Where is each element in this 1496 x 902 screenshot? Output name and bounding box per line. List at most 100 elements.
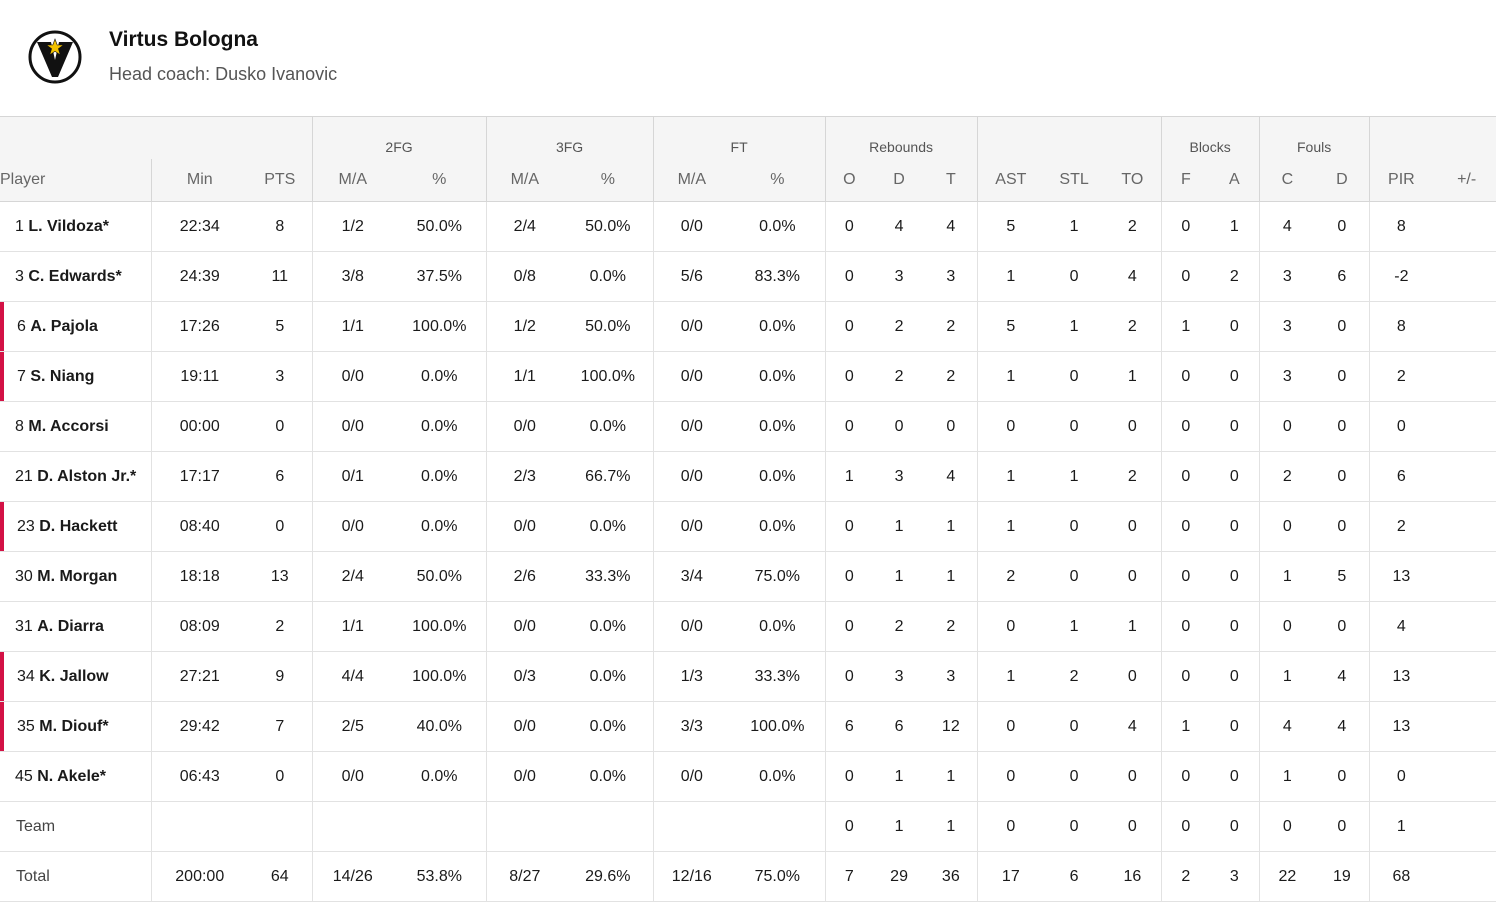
col-header-blk-f[interactable]: F (1160, 159, 1211, 202)
player-cell[interactable]: 6 A. Pajola (0, 301, 151, 352)
cell-reb-o: 6 (824, 701, 874, 752)
player-row[interactable]: 31 A. Diarra 08:09 2 1/1 100.0% 0/0 0.0% 0/0 0.0… (0, 601, 1496, 652)
cell-plus-minus (1433, 201, 1496, 252)
col-header-reb-o[interactable]: O (824, 159, 874, 202)
player-cell[interactable]: 34 K. Jallow (0, 651, 151, 702)
col-header-3fg-pct[interactable]: % (563, 159, 654, 202)
cell-reb-o: 1 (824, 451, 874, 502)
player-row[interactable]: 3 C. Edwards* 24:39 11 3/8 37.5% 0/8 0.0% 5/6 83… (0, 251, 1496, 302)
player-row[interactable]: 35 M. Diouf* 29:42 7 2/5 40.0% 0/0 0.0% 3/3 100.… (0, 701, 1496, 752)
cell-3fg-pct: 100.0% (563, 351, 654, 402)
player-name[interactable]: C. Edwards* (28, 267, 122, 285)
cell-blk-a: 3 (1210, 851, 1260, 902)
player-row[interactable]: 21 D. Alston Jr.* 17:17 6 0/1 0.0% 2/3 66.7% 0/… (0, 451, 1496, 502)
cell-2fg-ma: 2/5 (311, 701, 394, 752)
player-cell[interactable]: 1 L. Vildoza* (0, 201, 151, 252)
cell-to: 0 (1104, 801, 1162, 852)
cell-plus-minus (1433, 801, 1496, 852)
cell-to: 0 (1104, 751, 1162, 802)
player-cell[interactable]: 45 N. Akele* (0, 751, 151, 802)
player-name[interactable]: S. Niang (30, 367, 95, 385)
col-header-pir[interactable]: PIR (1368, 159, 1434, 202)
cell-3fg-ma: 2/3 (485, 451, 564, 502)
player-name[interactable]: A. Diarra (37, 617, 104, 635)
player-cell[interactable]: 7 S. Niang (0, 351, 151, 402)
col-header-player[interactable]: Player (0, 159, 151, 202)
cell-blk-a: 0 (1210, 401, 1260, 452)
col-header-ft-pct[interactable]: % (730, 159, 826, 202)
cell-foul-c: 2 (1258, 451, 1316, 502)
col-header-3fg-ma[interactable]: M/A (485, 159, 564, 202)
player-name[interactable]: D. Alston Jr.* (37, 467, 137, 485)
col-header-ast[interactable]: AST (976, 159, 1045, 202)
cell-ast: 1 (976, 251, 1045, 302)
player-number: 30 (15, 567, 33, 585)
player-name[interactable]: D. Hackett (39, 517, 118, 535)
cell-foul-d: 0 (1315, 501, 1370, 552)
player-row[interactable]: 23 D. Hackett 08:40 0 0/0 0.0% 0/0 0.0% 0/0 0.0%… (0, 501, 1496, 552)
cell-pir: 13 (1368, 651, 1434, 702)
cell-foul-c: 1 (1258, 651, 1316, 702)
cell-blk-a: 0 (1210, 801, 1260, 852)
cell-reb-o: 0 (824, 301, 874, 352)
cell-foul-c: 3 (1258, 251, 1316, 302)
cell-min: 24:39 (150, 251, 248, 302)
cell-to: 1 (1104, 351, 1162, 402)
player-cell[interactable]: 21 D. Alston Jr.* (0, 451, 151, 502)
cell-3fg-pct: 50.0% (563, 201, 654, 252)
player-name[interactable]: M. Morgan (37, 567, 118, 585)
cell-ast: 5 (976, 201, 1045, 252)
cell-ast: 0 (976, 401, 1045, 452)
player-number: 35 (17, 717, 35, 735)
cell-plus-minus (1433, 701, 1496, 752)
player-cell[interactable]: 35 M. Diouf* (0, 701, 151, 752)
cell-3fg-ma: 1/1 (485, 351, 564, 402)
col-header-plus-minus[interactable]: +/- (1433, 159, 1496, 202)
player-row[interactable]: 1 L. Vildoza* 22:34 8 1/2 50.0% 2/4 50.0% 0/0 0.… (0, 201, 1496, 252)
cell-ast: 1 (976, 351, 1045, 402)
cell-pir: 13 (1368, 551, 1434, 602)
col-header-2fg-ma[interactable]: M/A (311, 159, 394, 202)
team-row: Team 0 1 1 0 0 0 0 0 0 0 1 (0, 801, 1496, 852)
player-name[interactable]: M. Diouf* (39, 717, 109, 735)
cell-3fg-ma: 0/0 (485, 701, 564, 752)
cell-plus-minus (1433, 301, 1496, 352)
col-header-pts[interactable]: PTS (248, 159, 313, 202)
col-header-to[interactable]: TO (1104, 159, 1162, 202)
cell-ft-pct: 0.0% (730, 301, 826, 352)
cell-pir: 6 (1368, 451, 1434, 502)
col-header-stl[interactable]: STL (1044, 159, 1105, 202)
cell-plus-minus (1433, 551, 1496, 602)
player-cell[interactable]: 8 M. Accorsi (0, 401, 151, 452)
total-row-label: Total (0, 851, 151, 902)
player-cell[interactable]: 31 A. Diarra (0, 601, 151, 652)
col-header-foul-d[interactable]: D (1315, 159, 1370, 202)
player-cell[interactable]: 3 C. Edwards* (0, 251, 151, 302)
col-header-min[interactable]: Min (150, 159, 248, 202)
col-header-2fg-pct[interactable]: % (393, 159, 487, 202)
player-name[interactable]: A. Pajola (30, 317, 98, 335)
player-name[interactable]: N. Akele* (37, 767, 107, 785)
player-name[interactable]: M. Accorsi (28, 417, 109, 435)
player-row[interactable]: 30 M. Morgan 18:18 13 2/4 50.0% 2/6 33.3% 3/4 75… (0, 551, 1496, 602)
player-row[interactable]: 34 K. Jallow 27:21 9 4/4 100.0% 0/3 0.0% 1/3 33.… (0, 651, 1496, 702)
cell-ft-ma: 0/0 (652, 601, 731, 652)
col-header-ft-ma[interactable]: M/A (652, 159, 731, 202)
player-cell[interactable]: 23 D. Hackett (0, 501, 151, 552)
col-header-reb-t[interactable]: T (925, 159, 978, 202)
col-header-blk-a[interactable]: A (1210, 159, 1260, 202)
cell-pts: 9 (248, 651, 313, 702)
player-row[interactable]: 8 M. Accorsi 00:00 0 0/0 0.0% 0/0 0.0% 0/0 0.0% 0… (0, 401, 1496, 452)
player-name[interactable]: L. Vildoza* (28, 217, 109, 235)
player-name[interactable]: K. Jallow (39, 667, 109, 685)
cell-3fg-ma: 2/4 (485, 201, 564, 252)
player-row[interactable]: 6 A. Pajola 17:26 5 1/1 100.0% 1/2 50.0% 0/0 0.0… (0, 301, 1496, 352)
cell-foul-c: 4 (1258, 701, 1316, 752)
player-row[interactable]: 45 N. Akele* 06:43 0 0/0 0.0% 0/0 0.0% 0/0 0.0% 0… (0, 751, 1496, 802)
player-row[interactable]: 7 S. Niang 19:11 3 0/0 0.0% 1/1 100.0% 0/0 0.0% 0… (0, 351, 1496, 402)
cell-to: 4 (1104, 701, 1162, 752)
col-header-foul-c[interactable]: C (1258, 159, 1316, 202)
player-cell[interactable]: 30 M. Morgan (0, 551, 151, 602)
group-rebounds: Rebounds (824, 116, 978, 159)
col-header-reb-d[interactable]: D (873, 159, 926, 202)
